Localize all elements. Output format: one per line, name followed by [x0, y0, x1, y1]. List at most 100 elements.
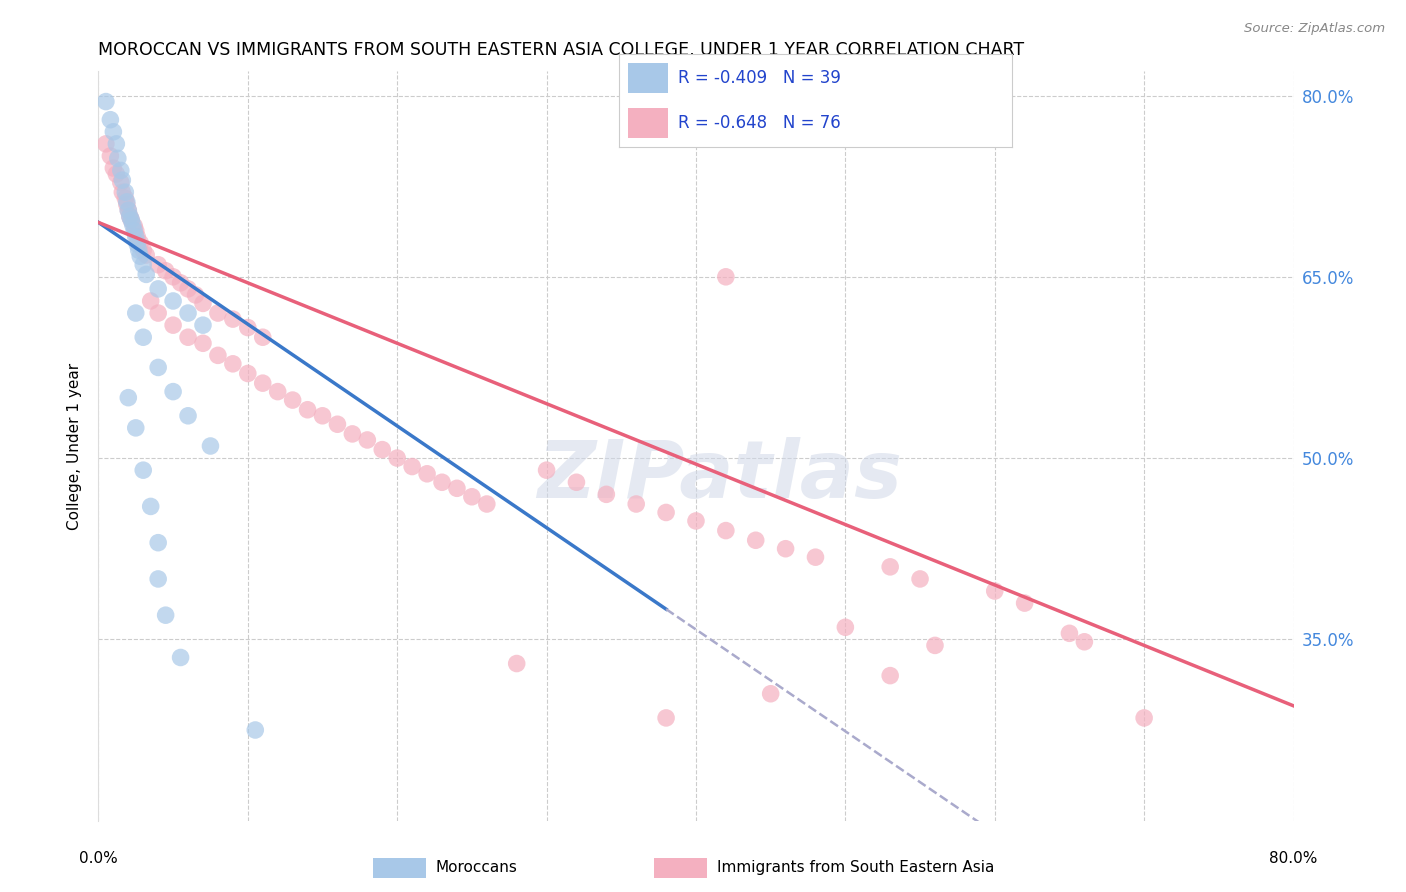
- Point: [125, 306, 148, 320]
- Point: [184, 288, 207, 302]
- Text: R = -0.409   N = 39: R = -0.409 N = 39: [678, 69, 841, 87]
- Point: [111, 173, 134, 187]
- Point: [207, 348, 229, 362]
- Point: [759, 687, 782, 701]
- Point: [1059, 626, 1081, 640]
- Text: Immigrants from South Eastern Asia: Immigrants from South Eastern Asia: [717, 861, 994, 875]
- Point: [110, 176, 132, 190]
- Point: [162, 293, 184, 308]
- Point: [120, 213, 142, 227]
- Point: [200, 439, 222, 453]
- Point: [371, 442, 394, 457]
- Point: [311, 409, 333, 423]
- Point: [326, 417, 349, 432]
- Point: [342, 426, 364, 441]
- Point: [117, 391, 139, 405]
- Point: [385, 451, 409, 466]
- Point: [1133, 711, 1156, 725]
- Point: [139, 293, 162, 308]
- Point: [775, 541, 797, 556]
- Text: ZIPatlas: ZIPatlas: [537, 437, 903, 515]
- Point: [461, 490, 484, 504]
- Point: [177, 409, 200, 423]
- Point: [401, 459, 423, 474]
- Point: [162, 269, 184, 284]
- Point: [1073, 634, 1095, 648]
- FancyBboxPatch shape: [628, 63, 668, 93]
- Point: [162, 384, 184, 399]
- Point: [115, 194, 138, 209]
- Point: [177, 282, 200, 296]
- Point: [626, 497, 648, 511]
- Point: [430, 475, 453, 490]
- Point: [118, 210, 141, 224]
- Point: [128, 244, 150, 258]
- Point: [908, 572, 931, 586]
- Point: [110, 163, 132, 178]
- Point: [834, 620, 856, 634]
- Point: [132, 244, 155, 258]
- Point: [135, 268, 157, 282]
- Point: [245, 723, 267, 737]
- Point: [745, 533, 768, 548]
- Point: [139, 500, 162, 514]
- Point: [565, 475, 588, 490]
- Point: [94, 95, 117, 109]
- Point: [252, 330, 274, 344]
- Point: [98, 112, 122, 127]
- Point: [125, 224, 148, 238]
- Point: [135, 248, 157, 262]
- Point: [124, 219, 146, 233]
- Point: [714, 524, 737, 538]
- Text: Moroccans: Moroccans: [436, 861, 517, 875]
- Point: [506, 657, 529, 671]
- Point: [984, 584, 1007, 599]
- Point: [356, 433, 378, 447]
- Point: [148, 535, 170, 549]
- Point: [222, 312, 245, 326]
- Point: [536, 463, 558, 477]
- Point: [94, 136, 117, 151]
- Point: [416, 467, 439, 481]
- Point: [127, 230, 149, 244]
- Point: [879, 559, 901, 574]
- Point: [111, 185, 134, 199]
- Point: [155, 264, 177, 278]
- Point: [655, 711, 678, 725]
- Point: [114, 191, 136, 205]
- Point: [236, 367, 259, 381]
- Point: [924, 639, 946, 653]
- Point: [685, 514, 707, 528]
- Point: [117, 203, 139, 218]
- Point: [132, 463, 155, 477]
- Point: [148, 572, 170, 586]
- Point: [129, 249, 152, 263]
- Point: [105, 136, 128, 151]
- FancyBboxPatch shape: [628, 108, 668, 138]
- Point: [169, 276, 191, 290]
- Text: R = -0.648   N = 76: R = -0.648 N = 76: [678, 114, 841, 132]
- Point: [132, 258, 155, 272]
- Point: [207, 306, 229, 320]
- Point: [148, 258, 170, 272]
- Point: [804, 550, 827, 565]
- Point: [132, 330, 155, 344]
- Point: [127, 237, 149, 252]
- Point: [191, 296, 214, 310]
- Point: [120, 213, 142, 227]
- Point: [222, 357, 245, 371]
- Point: [103, 125, 125, 139]
- Point: [114, 185, 136, 199]
- Point: [148, 360, 170, 375]
- Point: [655, 506, 678, 520]
- Point: [129, 235, 152, 250]
- Point: [191, 318, 214, 333]
- Point: [117, 203, 139, 218]
- Point: [475, 497, 498, 511]
- Point: [281, 393, 304, 408]
- Point: [714, 269, 737, 284]
- Point: [162, 318, 184, 333]
- Point: [177, 330, 200, 344]
- Point: [297, 402, 319, 417]
- Y-axis label: College, Under 1 year: College, Under 1 year: [67, 362, 83, 530]
